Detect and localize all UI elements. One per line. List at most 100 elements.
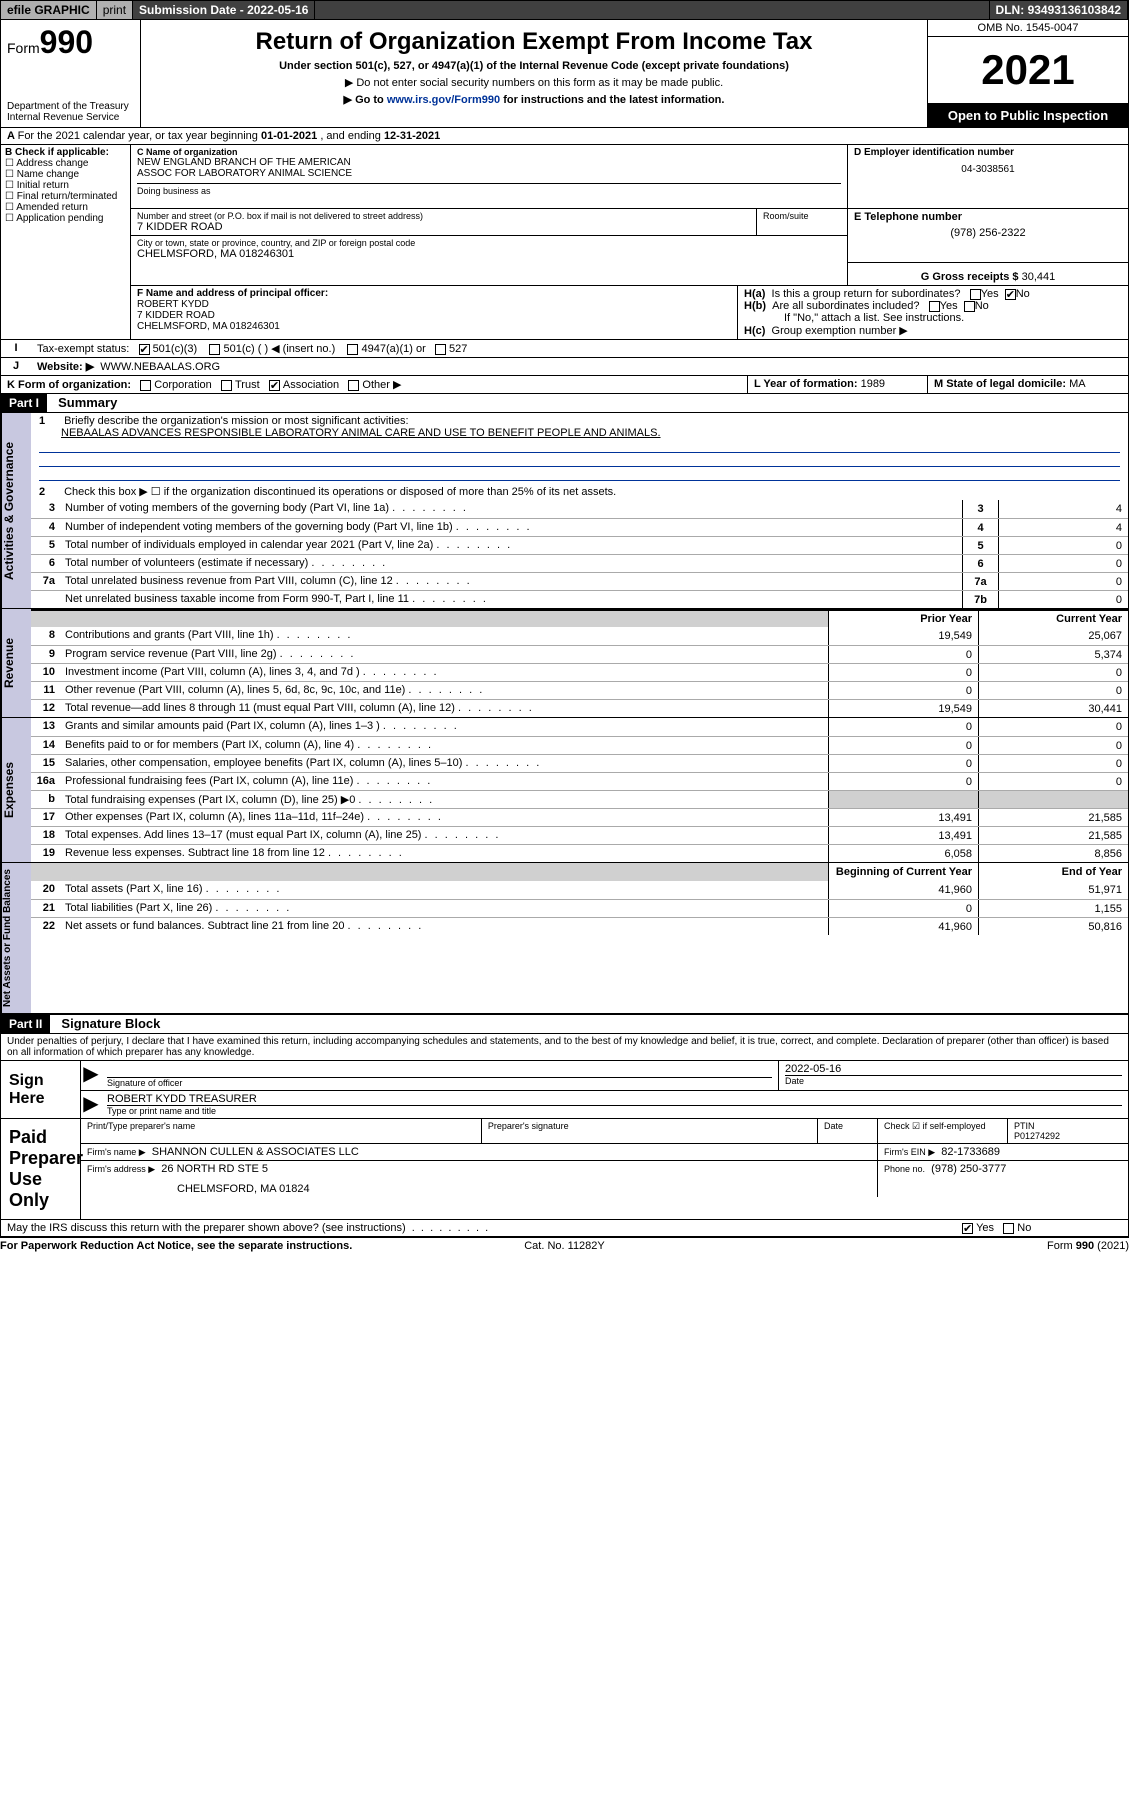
line-value: 0 xyxy=(998,591,1128,608)
goto-suffix: for instructions and the latest informat… xyxy=(500,94,724,106)
room-label: Room/suite xyxy=(763,211,841,221)
line-row: 16aProfessional fundraising fees (Part I… xyxy=(31,772,1128,790)
part1-body: Activities & Governance 1 Briefly descri… xyxy=(0,413,1129,1015)
chk-amended-return[interactable]: Amended return xyxy=(5,202,126,213)
section-cd-row: C Name of organization NEW ENGLAND BRANC… xyxy=(131,145,1128,209)
line-text: Number of voting members of the governin… xyxy=(61,500,962,518)
rev-lines-table: 8Contributions and grants (Part VIII, li… xyxy=(31,627,1128,717)
prep-name-label: Print/Type preparer's name xyxy=(81,1119,482,1143)
header-left: Form990 Department of the Treasury Inter… xyxy=(1,20,141,127)
hb-yes[interactable] xyxy=(929,301,940,312)
website-value: WWW.NEBAALAS.ORG xyxy=(100,361,220,373)
address-left: Number and street (or P.O. box if mail i… xyxy=(131,209,848,285)
line-row: 18Total expenses. Add lines 13–17 (must … xyxy=(31,826,1128,844)
mission-text: NEBAALAS ADVANCES RESPONSIBLE LABORATORY… xyxy=(39,427,661,439)
officer-street: 7 KIDDER ROAD xyxy=(137,310,731,321)
prior-value: 0 xyxy=(828,755,978,772)
ptin-cell: PTIN P01274292 xyxy=(1008,1119,1128,1143)
h-c-row: H(c) Group exemption number ▶ xyxy=(744,324,1122,337)
hb-text: Are all subordinates included? xyxy=(772,300,919,312)
sign-here-body: ▶ Signature of officer 2022-05-16 Date ▶… xyxy=(81,1061,1128,1118)
submission-date-label: Submission Date xyxy=(139,3,236,17)
tax-year-mid: , and ending xyxy=(320,130,384,142)
paid-preparer-block: Paid Preparer Use Only Print/Type prepar… xyxy=(0,1119,1129,1220)
prior-value: 0 xyxy=(828,773,978,790)
tax-year-end: 12-31-2021 xyxy=(384,130,440,142)
line-num xyxy=(31,591,61,608)
prior-value: 0 xyxy=(828,646,978,663)
line-row: 8Contributions and grants (Part VIII, li… xyxy=(31,627,1128,645)
chk-name-change[interactable]: Name change xyxy=(5,169,126,180)
paperwork-notice: For Paperwork Reduction Act Notice, see … xyxy=(0,1240,376,1252)
chk-4947[interactable] xyxy=(347,344,358,355)
exp-lines-table: 13Grants and similar amounts paid (Part … xyxy=(31,718,1128,862)
line-value: 4 xyxy=(998,500,1128,518)
chk-501c[interactable] xyxy=(209,344,220,355)
assoc-label: Association xyxy=(283,379,339,391)
line-text: Benefits paid to or for members (Part IX… xyxy=(61,737,828,754)
expenses-block: Expenses 13Grants and similar amounts pa… xyxy=(1,718,1128,863)
line-num: 14 xyxy=(31,737,61,754)
line-value: 0 xyxy=(998,537,1128,554)
chk-final-return[interactable]: Final return/terminated xyxy=(5,191,126,202)
gross-receipts-label: G Gross receipts $ xyxy=(921,271,1019,283)
chk-application-pending[interactable]: Application pending xyxy=(5,213,126,224)
line-num: 7a xyxy=(31,573,61,590)
chk-other[interactable] xyxy=(348,380,359,391)
line-num: 8 xyxy=(31,627,61,645)
l2-text: Check this box ▶ ☐ if the organization d… xyxy=(64,486,616,498)
part2-header: Part II Signature Block xyxy=(0,1015,1129,1034)
chk-527[interactable] xyxy=(435,344,446,355)
form-num: 990 xyxy=(40,24,93,60)
hdr-spacer xyxy=(31,611,61,627)
line-value: 0 xyxy=(998,555,1128,572)
arrow-icon: ▶ xyxy=(81,1091,101,1118)
sig-date-value: 2022-05-16 xyxy=(785,1063,1122,1075)
prior-value xyxy=(828,791,978,808)
line-row: 9Program service revenue (Part VIII, lin… xyxy=(31,645,1128,663)
section-e: E Telephone number (978) 256-2322 xyxy=(848,209,1128,263)
prep-row-1: Print/Type preparer's name Preparer's si… xyxy=(81,1119,1128,1144)
line-row: 13Grants and similar amounts paid (Part … xyxy=(31,718,1128,736)
dln-value: 93493136103842 xyxy=(1028,3,1121,17)
begin-year-hdr: Beginning of Current Year xyxy=(828,863,978,881)
chk-address-change[interactable]: Address change xyxy=(5,158,126,169)
hb-no[interactable] xyxy=(964,301,975,312)
form-ref: Form 990 (2021) xyxy=(753,1240,1129,1252)
chk-501c3[interactable]: ✔ xyxy=(139,344,150,355)
line-num: 10 xyxy=(31,664,61,681)
firm-ein-label: Firm's EIN ▶ xyxy=(884,1147,935,1157)
city-value: CHELMSFORD, MA 018246301 xyxy=(137,248,841,260)
part2-title: Signature Block xyxy=(53,1016,160,1031)
m-label: M State of legal domicile: xyxy=(934,378,1066,390)
firm-ein-value: 82-1733689 xyxy=(941,1146,1000,1158)
section-address: Number and street (or P.O. box if mail i… xyxy=(131,209,1128,286)
current-value: 21,585 xyxy=(978,827,1128,844)
form990-link[interactable]: www.irs.gov/Form990 xyxy=(387,94,500,106)
chk-assoc[interactable]: ✔ xyxy=(269,380,280,391)
ruled-line xyxy=(39,439,1120,453)
firm-name-cell: Firm's name ▶ SHANNON CULLEN & ASSOCIATE… xyxy=(81,1144,878,1160)
print-button[interactable]: print xyxy=(97,1,133,19)
line-num: b xyxy=(31,791,61,808)
chk-corp[interactable] xyxy=(140,380,151,391)
l-value: 1989 xyxy=(861,378,885,390)
line-row: 5Total number of individuals employed in… xyxy=(31,536,1128,554)
line-row: 11Other revenue (Part VIII, column (A), … xyxy=(31,681,1128,699)
h-a-row: H(a) Is this a group return for subordin… xyxy=(744,288,1122,300)
city-label: City or town, state or province, country… xyxy=(137,238,841,248)
i-label: I xyxy=(1,340,31,357)
chk-initial-return[interactable]: Initial return xyxy=(5,180,126,191)
sections-bcdefg: B Check if applicable: Address change Na… xyxy=(0,145,1129,340)
chk-trust[interactable] xyxy=(221,380,232,391)
line-box: 7a xyxy=(962,573,998,590)
discuss-yes[interactable]: ✔ xyxy=(962,1223,973,1234)
current-value: 30,441 xyxy=(978,700,1128,717)
ha-yes[interactable] xyxy=(970,289,981,300)
discuss-no[interactable] xyxy=(1003,1223,1014,1234)
line-2: 2 Check this box ▶ ☐ if the organization… xyxy=(31,483,1128,500)
org-name-2: ASSOC FOR LABORATORY ANIMAL SCIENCE xyxy=(137,168,841,179)
501c3-label: 501(c)(3) xyxy=(153,343,198,355)
public-inspection: Open to Public Inspection xyxy=(928,104,1128,127)
ha-no[interactable]: ✔ xyxy=(1005,289,1016,300)
